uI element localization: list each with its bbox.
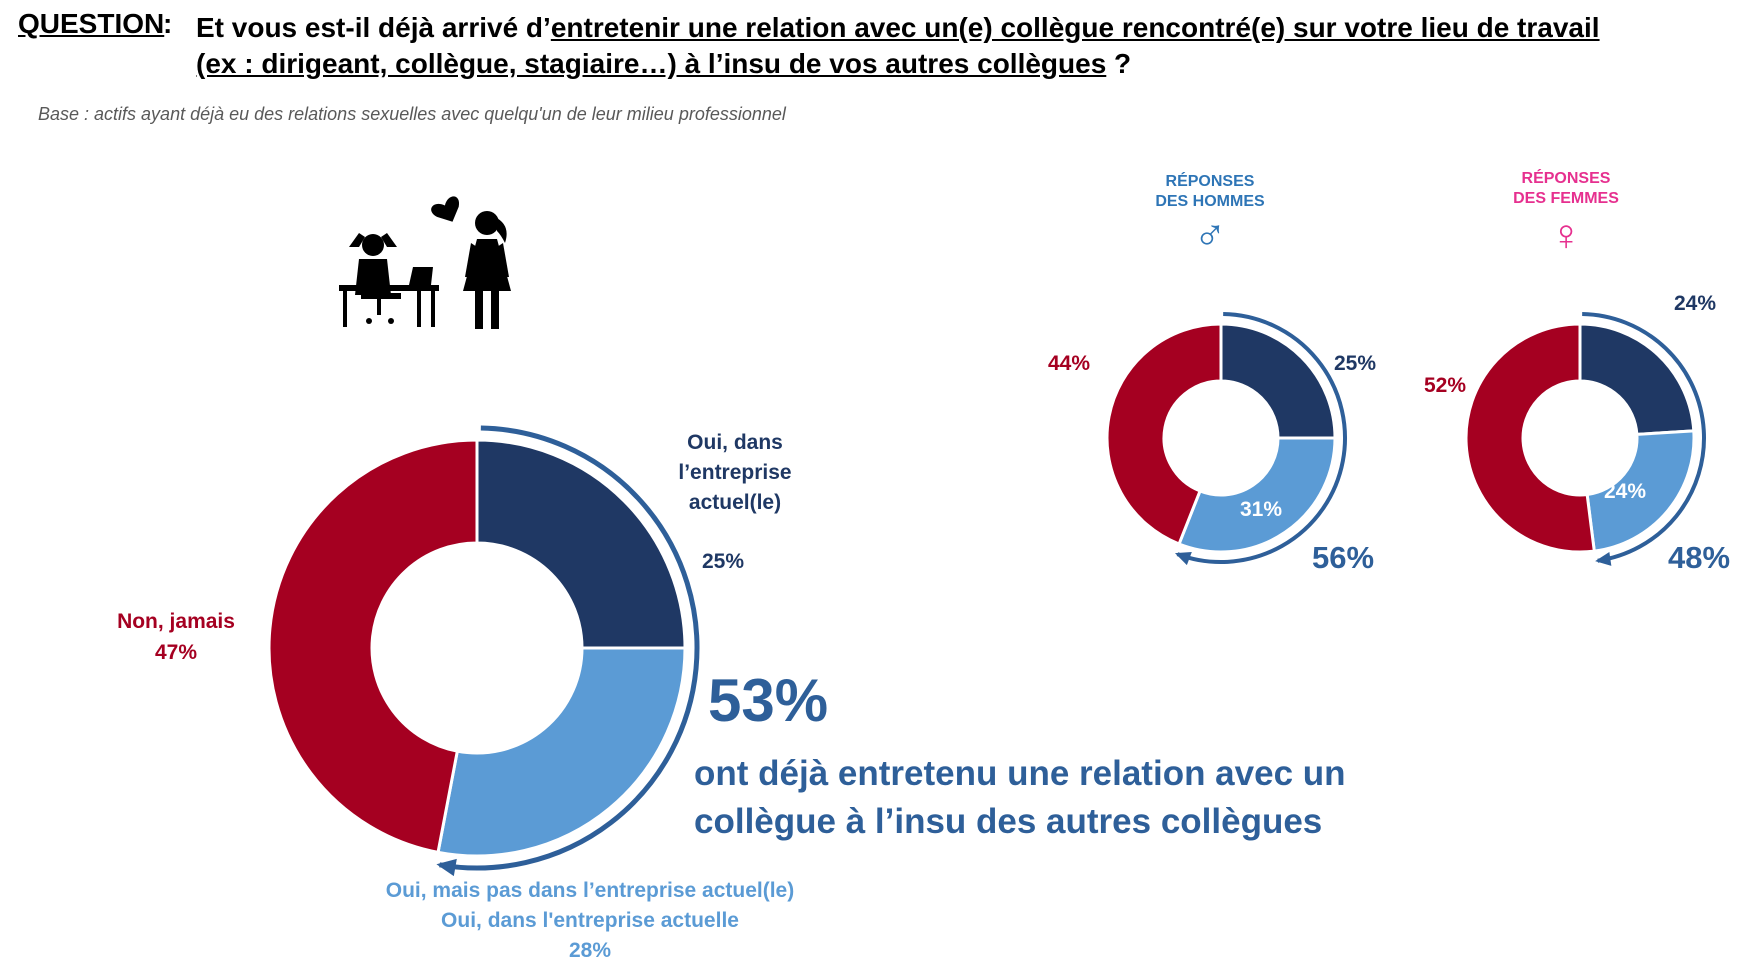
- label-oui-dans-line1: Oui, dans: [687, 431, 783, 454]
- question-line2-underlined: (ex : dirigeant, collègue, stagiaire…) à…: [196, 48, 1107, 79]
- men-header: RÉPONSES DES HOMMES: [1140, 172, 1280, 212]
- men-slice-oui-pas: [1177, 436, 1337, 554]
- question-line1: Et vous est-il déjà arrivé d’entretenir …: [196, 8, 1696, 48]
- men-slice-oui-dans: [1219, 322, 1337, 440]
- label-oui-pas-value: 28%: [568, 939, 612, 962]
- women-header: RÉPONSES DES FEMMES: [1496, 169, 1636, 209]
- main-donut: [267, 425, 700, 877]
- main-total-value: 53%: [708, 667, 829, 734]
- question-label: QUESTION: [18, 8, 165, 39]
- male-symbol-icon: ♂: [1193, 211, 1227, 260]
- question-colon: :: [163, 8, 173, 39]
- women-red-value: 52%: [1424, 374, 1467, 397]
- label-non-jamais-text: Non, jamais: [117, 610, 235, 633]
- men-light-value: 31%: [1240, 498, 1283, 521]
- men-arrow-head: [1174, 551, 1192, 566]
- label-non-jamais: Non, jamais 47%: [106, 606, 246, 668]
- women-total-value: 48%: [1668, 540, 1731, 575]
- label-oui-pas-line1: Oui, mais pas dans l’entreprise actuel(l…: [385, 879, 795, 902]
- main-total-arc: [439, 425, 700, 871]
- question-line1-underlined: entretenir une relation avec un(e) collè…: [550, 12, 1600, 43]
- men-total-arc: [1176, 312, 1347, 564]
- label-oui-pas-line2: Oui, dans l'entreprise actuelle: [441, 909, 739, 932]
- question-line2: (ex : dirigeant, collègue, stagiaire…) à…: [196, 48, 1131, 80]
- men-dark-value: 25%: [1334, 352, 1377, 375]
- men-header-line1: RÉPONSES: [1165, 173, 1255, 190]
- main-total-text-line1: ont déjà entretenu une relation avec un: [694, 754, 1346, 793]
- main-arrow-head: [436, 858, 457, 877]
- main-slice-non-jamais: [267, 438, 479, 855]
- label-oui-dans: Oui, dans l’entreprise actuel(le): [660, 428, 810, 518]
- men-total-value: 56%: [1312, 540, 1375, 575]
- men-red-value: 44%: [1048, 352, 1091, 375]
- label-oui-dans-line2: l’entreprise: [678, 461, 792, 484]
- office-couple-heart-icon: [339, 196, 511, 329]
- women-header-line1: RÉPONSES: [1521, 170, 1611, 187]
- men-slice-non-jamais: [1105, 322, 1223, 546]
- women-slice-oui-dans: [1578, 322, 1696, 437]
- women-slice-non-jamais: [1464, 322, 1596, 554]
- women-arrow-head: [1595, 551, 1612, 566]
- main-slice-oui-dans: [475, 438, 687, 650]
- main-total-text: ont déjà entretenu une relation avec un …: [694, 750, 1346, 846]
- men-donut: [1105, 312, 1347, 566]
- women-dark-value: 24%: [1674, 292, 1717, 315]
- value-oui-dans: 25%: [702, 550, 745, 573]
- label-oui-pas: Oui, mais pas dans l’entreprise actuel(l…: [340, 876, 840, 966]
- label-non-jamais-value: 47%: [154, 641, 198, 664]
- label-oui-dans-line3: actuel(le): [688, 491, 782, 514]
- women-light-value: 24%: [1604, 480, 1647, 503]
- women-donut: [1464, 312, 1706, 566]
- women-slice-oui-pas: [1585, 429, 1696, 553]
- question-line2-suffix: ?: [1106, 48, 1132, 79]
- question-line1-prefix: Et vous est-il déjà arrivé d’: [196, 12, 551, 43]
- female-symbol-icon: ♀: [1549, 211, 1583, 260]
- main-total-text-line2: collègue à l’insu des autres collègues: [694, 802, 1323, 841]
- base-note: Base : actifs ayant déjà eu des relation…: [38, 104, 786, 124]
- men-header-line2: DES HOMMES: [1155, 193, 1265, 210]
- women-header-line2: DES FEMMES: [1513, 190, 1619, 207]
- main-slice-oui-pas: [436, 646, 687, 858]
- women-total-arc: [1582, 312, 1706, 563]
